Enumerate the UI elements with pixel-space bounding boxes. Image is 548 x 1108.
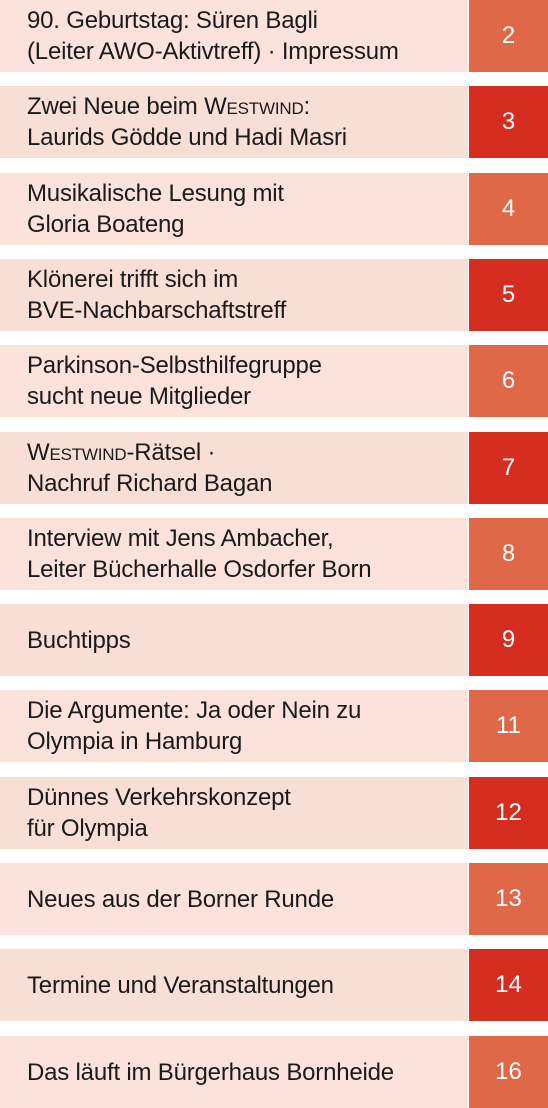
toc-entry-page-number: 2: [469, 0, 548, 72]
toc-entry-page-number: 8: [469, 518, 548, 590]
toc-entry-title-line: sucht neue Mitglieder: [27, 383, 251, 410]
toc-entry-title: Das läuft im Bürgerhaus Bornheide: [0, 1036, 468, 1108]
toc-entry-title-line: Musikalische Lesung mit: [27, 180, 284, 207]
toc-entry-page-number: 5: [469, 259, 548, 331]
toc-entry-page-number: 13: [469, 863, 548, 935]
toc-entry[interactable]: Musikalische Lesung mit Gloria Boateng 4: [0, 173, 548, 245]
toc-entry-title-line: Klönerei trifft sich im: [27, 266, 239, 293]
toc-entry-page-number: 12: [469, 777, 548, 849]
toc-entry-title-line: Westwind-Rätsel ·: [27, 439, 216, 466]
toc-entry-page-number: 9: [469, 604, 548, 676]
toc-entry-title-line: Laurids Gödde und Hadi Masri: [27, 124, 347, 151]
toc-entry-title-line: Das läuft im Bürgerhaus Bornheide: [27, 1058, 394, 1086]
toc-entry-title-line: Dünnes Verkehrskonzept: [27, 784, 291, 811]
toc-entry-title-line: Parkinson-Selbsthilfegruppe: [27, 352, 322, 379]
toc-entry-title-line: Leiter Bücherhalle Osdorfer Born: [27, 556, 372, 583]
toc-entry-title: Buchtipps: [0, 604, 468, 676]
toc-entry[interactable]: Termine und Veranstaltungen 14: [0, 949, 548, 1021]
toc-entry[interactable]: Das läuft im Bürgerhaus Bornheide 16: [0, 1036, 548, 1108]
toc-entry-title-line: Termine und Veranstaltungen: [27, 971, 334, 999]
toc-entry-title-line: 90. Geburtstag: Süren Bagli: [27, 7, 318, 34]
toc-entry[interactable]: Neues aus der Borner Runde 13: [0, 863, 548, 935]
toc-entry-title-line: Neues aus der Borner Runde: [27, 885, 334, 913]
toc-entry[interactable]: Parkinson-Selbsthilfegruppe sucht neue Mi…: [0, 345, 548, 417]
toc-entry-title-line: für Olympia: [27, 815, 148, 842]
toc-entry-page-number: 4: [469, 173, 548, 245]
toc-entry-title-line: Interview mit Jens Ambacher,: [27, 525, 334, 552]
toc-entry-page-number: 6: [469, 345, 548, 417]
toc-entry-title-line: Olympia in Hamburg: [27, 728, 243, 755]
toc-entry-title: Parkinson-Selbsthilfegruppe sucht neue Mi…: [0, 345, 468, 417]
toc-entry-title: Musikalische Lesung mit Gloria Boateng: [0, 173, 468, 245]
toc-entry[interactable]: Buchtipps 9: [0, 604, 548, 676]
toc-entry-title-line: Buchtipps: [27, 626, 131, 654]
toc-entry[interactable]: 90. Geburtstag: Süren Bagli (Leiter AWO-A…: [0, 0, 548, 72]
toc-entry-title: Die Argumente: Ja oder Nein zu Olympia in…: [0, 690, 468, 762]
toc-entry-title: Neues aus der Borner Runde: [0, 863, 468, 935]
toc-entry-title: Termine und Veranstaltungen: [0, 949, 468, 1021]
toc-entry-title-line: Gloria Boateng: [27, 211, 185, 238]
toc-entry-title: Westwind-Rätsel · Nachruf Richard Bagan: [0, 432, 468, 504]
toc-entry-title-line: BVE-Nachbarschaftstreff: [27, 297, 287, 324]
toc-entry[interactable]: Dünnes Verkehrskonzept für Olympia 12: [0, 777, 548, 849]
toc-entry-title: Klönerei trifft sich im BVE-Nachbarschaft…: [0, 259, 468, 331]
toc-entry-title-line: (Leiter AWO-Aktivtreff) · Impressum: [27, 38, 399, 65]
toc-entry-title-line: Zwei Neue beim Westwind:: [27, 93, 310, 120]
toc-entry-title-line: Die Argumente: Ja oder Nein zu: [27, 697, 362, 724]
toc-entry[interactable]: Klönerei trifft sich im BVE-Nachbarschaft…: [0, 259, 548, 331]
toc-entry-page-number: 14: [469, 949, 548, 1021]
toc-entry-title-line: Nachruf Richard Bagan: [27, 470, 273, 497]
toc-entry-page-number: 11: [469, 690, 548, 762]
toc-entry[interactable]: Interview mit Jens Ambacher, Leiter Büche…: [0, 518, 548, 590]
toc-entry-page-number: 16: [469, 1036, 548, 1108]
toc-entry-title: 90. Geburtstag: Süren Bagli (Leiter AWO-A…: [0, 0, 468, 72]
toc-entry[interactable]: Zwei Neue beim Westwind: Laurids Gödde un…: [0, 86, 548, 158]
toc-entry[interactable]: Westwind-Rätsel · Nachruf Richard Bagan 7: [0, 432, 548, 504]
toc-entry-title: Zwei Neue beim Westwind: Laurids Gödde un…: [0, 86, 468, 158]
toc-entry-title: Interview mit Jens Ambacher, Leiter Büche…: [0, 518, 468, 590]
toc-entry[interactable]: Die Argumente: Ja oder Nein zu Olympia in…: [0, 690, 548, 762]
toc-entry-title: Dünnes Verkehrskonzept für Olympia: [0, 777, 468, 849]
toc-entry-page-number: 7: [469, 432, 548, 504]
toc-entry-page-number: 3: [469, 86, 548, 158]
